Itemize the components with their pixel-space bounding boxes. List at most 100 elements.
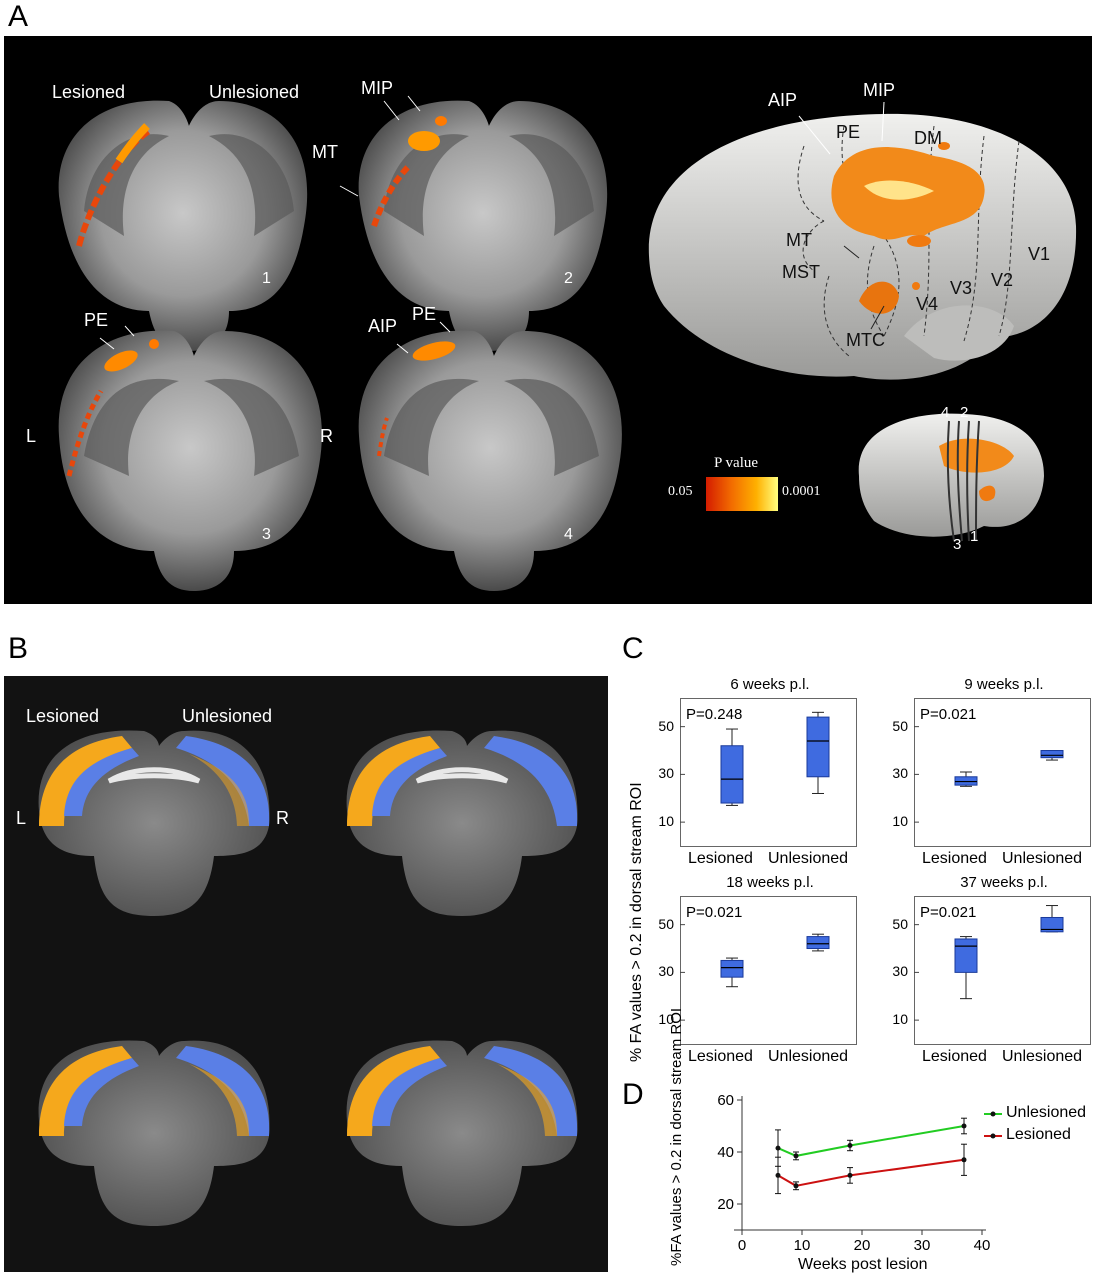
colorbar-title: P value bbox=[714, 455, 759, 471]
panel-letter-c: C bbox=[622, 632, 644, 665]
box-unlesioned bbox=[806, 716, 830, 778]
data-point bbox=[961, 1123, 967, 1129]
y-tick-label: 50 bbox=[892, 717, 908, 734]
y-tick-label: 30 bbox=[658, 963, 674, 980]
boxplot-6-weeks: 6 weeks p.l. P=0.248 10 30 50 Lesioned Unles… bbox=[658, 676, 860, 867]
slice-number-1: 1 bbox=[262, 270, 271, 287]
x-tick-label: 40 bbox=[974, 1237, 991, 1254]
boxplot-title: 9 weeks p.l. bbox=[964, 676, 1044, 693]
x-category-label: Lesioned bbox=[922, 1048, 987, 1065]
plot-frame bbox=[680, 896, 857, 1045]
d-y-axis-label: %FA values > 0.2 in dorsal stream ROI bbox=[668, 1007, 685, 1266]
legend-marker bbox=[990, 1111, 996, 1117]
y-tick-label: 50 bbox=[658, 717, 674, 734]
surface-brain-large bbox=[648, 113, 1077, 380]
y-tick-label: 30 bbox=[892, 963, 908, 980]
y-tick-label: 10 bbox=[892, 813, 908, 830]
line-chart-svg: 0 10 20 30 40 20 40 60 bbox=[717, 1092, 1002, 1254]
y-tick-label: 40 bbox=[717, 1144, 734, 1161]
boxplot-title: 18 weeks p.l. bbox=[726, 874, 814, 891]
panel-letter-a: A bbox=[8, 0, 29, 33]
data-point bbox=[961, 1157, 967, 1163]
surface-label-mt: MT bbox=[786, 230, 812, 250]
a-unlesioned-label: Unlesioned bbox=[209, 82, 300, 102]
y-tick-label: 50 bbox=[892, 915, 908, 932]
data-point bbox=[775, 1172, 781, 1178]
panel-a-brain-illustrations bbox=[58, 95, 1077, 591]
surface-label-pe: PE bbox=[836, 122, 861, 142]
coronal-slice-4 bbox=[358, 330, 622, 591]
y-tick-label: 60 bbox=[717, 1092, 734, 1109]
y-tick-label: 30 bbox=[892, 765, 908, 782]
surface-label-v2: V2 bbox=[991, 270, 1014, 290]
data-point bbox=[775, 1145, 781, 1151]
data-point bbox=[793, 1153, 799, 1159]
panel-letter-d: D bbox=[622, 1078, 644, 1111]
box-lesioned bbox=[720, 959, 744, 978]
data-point bbox=[793, 1183, 799, 1189]
label-mip-slice2: MIP bbox=[361, 78, 394, 98]
a-hemisphere-right: R bbox=[320, 426, 333, 446]
small-brain-label-3: 3 bbox=[953, 536, 962, 553]
boxplot-p-value: P=0.021 bbox=[920, 904, 977, 921]
boxplot-p-value: P=0.021 bbox=[920, 706, 977, 723]
plot-frame bbox=[680, 698, 857, 847]
boxplot-p-value: P=0.021 bbox=[686, 904, 743, 921]
panel-a-background: Lesioned Unlesioned 1 2 3 4 MIP MT PE AI… bbox=[4, 36, 1092, 604]
box-lesioned bbox=[954, 938, 978, 973]
label-pe-slice4: PE bbox=[412, 304, 437, 324]
plot-frame bbox=[914, 698, 1091, 847]
x-category-label: Unlesioned bbox=[1002, 850, 1083, 867]
box-lesioned bbox=[720, 745, 744, 804]
boxplot-title: 6 weeks p.l. bbox=[730, 676, 810, 693]
series-line-unlesioned bbox=[777, 1125, 965, 1157]
coronal-slice-2 bbox=[358, 100, 608, 351]
legend-unlesioned: Unlesioned bbox=[1006, 1104, 1087, 1121]
surface-brain-small bbox=[858, 413, 1044, 542]
a-lesioned-label: Lesioned bbox=[52, 82, 126, 102]
boxplot-svg bbox=[914, 896, 1091, 1045]
pvalue-colorbar bbox=[706, 477, 778, 511]
x-category-label: Unlesioned bbox=[768, 850, 849, 867]
b-hemisphere-left: L bbox=[16, 808, 27, 828]
x-tick-label: 20 bbox=[854, 1237, 871, 1254]
surface-label-mst: MST bbox=[782, 262, 820, 282]
boxplot-18-weeks: 18 weeks p.l. P=0.021 10 30 50 Lesioned Unle… bbox=[658, 874, 860, 1065]
surface-label-mtc: MTC bbox=[846, 330, 885, 350]
panel-b-fa-maps bbox=[38, 730, 578, 1226]
y-tick-label: 50 bbox=[658, 915, 674, 932]
fa-slice-2 bbox=[346, 730, 578, 916]
a-hemisphere-left: L bbox=[26, 426, 37, 446]
x-category-label: Lesioned bbox=[688, 850, 753, 867]
label-aip-slice4: AIP bbox=[368, 316, 398, 336]
slice-number-3: 3 bbox=[262, 526, 271, 543]
series-line-lesioned bbox=[777, 1158, 965, 1187]
x-category-label: Unlesioned bbox=[768, 1048, 849, 1065]
surface-label-dm: DM bbox=[914, 128, 942, 148]
x-category-label: Lesioned bbox=[922, 850, 987, 867]
fa-slice-3 bbox=[38, 1040, 270, 1226]
surface-label-v1: V1 bbox=[1028, 244, 1051, 264]
fa-slice-1 bbox=[38, 730, 270, 916]
x-category-label: Unlesioned bbox=[1002, 1048, 1083, 1065]
boxplot-svg bbox=[914, 698, 1091, 847]
panel-letter-b: B bbox=[8, 632, 29, 665]
label-mt-slice2: MT bbox=[312, 142, 338, 162]
boxplot-title: 37 weeks p.l. bbox=[960, 874, 1048, 891]
slice-number-4: 4 bbox=[564, 526, 573, 543]
b-hemisphere-right: R bbox=[276, 808, 289, 828]
colorbar-max: 0.0001 bbox=[782, 484, 821, 499]
b-unlesioned-label: Unlesioned bbox=[182, 706, 273, 726]
y-tick-label: 30 bbox=[658, 765, 674, 782]
boxplot-37-weeks: 37 weeks p.l. P=0.021 10 30 50 Lesioned Unle… bbox=[892, 874, 1094, 1065]
x-category-label: Lesioned bbox=[688, 1048, 753, 1065]
slice-number-2: 2 bbox=[564, 270, 573, 287]
panel-b-background: Lesioned Unlesioned L R bbox=[4, 676, 608, 1272]
d-x-axis-label: Weeks post lesion bbox=[798, 1256, 928, 1273]
legend-lesioned: Lesioned bbox=[1006, 1126, 1071, 1143]
line-chart-fa-over-time: 0 10 20 30 40 20 40 60 %FA values > 0.2 in dors… bbox=[620, 1008, 1097, 1280]
y-tick-label: 10 bbox=[892, 1011, 908, 1028]
small-brain-label-1: 1 bbox=[970, 528, 979, 545]
y-tick-label: 10 bbox=[658, 1011, 674, 1028]
surface-label-v3: V3 bbox=[950, 278, 973, 298]
